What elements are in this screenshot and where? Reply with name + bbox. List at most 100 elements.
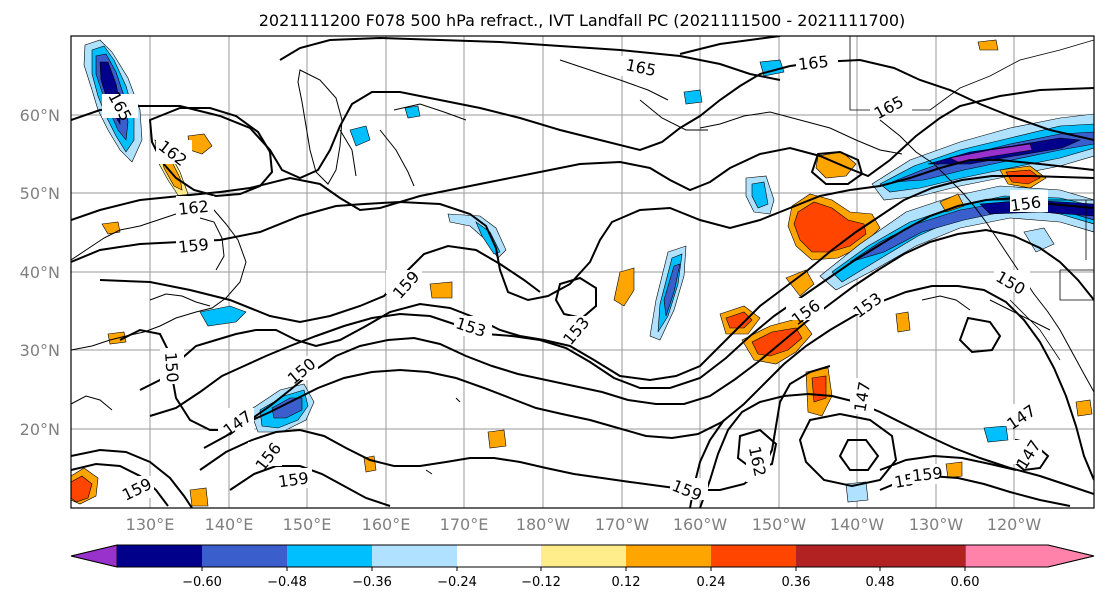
lon-label-180w: 180°W [516,515,571,534]
colorbar-tick-label: 0.60 [951,575,980,590]
contour-150 [798,412,898,488]
contour-165 [71,58,1094,180]
colorbar-ticks [201,567,966,571]
contour-150 [119,228,1094,431]
contour-165 [279,36,781,81]
contour-147 [203,285,1094,481]
colorbar-extend-high [964,544,1095,568]
lon-label-140w: 140°W [830,515,885,534]
coastline [71,205,247,351]
contour-162 [148,107,274,198]
colorbar-bin [457,545,541,567]
coastline [699,111,903,155]
colorbar-bin [372,545,457,567]
colorbar-bin [541,545,626,567]
contour-label: 150 [161,351,182,383]
lon-label-170e: 170°E [440,515,489,534]
colorbar-bin [880,545,965,567]
coastline [639,99,708,131]
colorbar-tick-label: −0.24 [437,575,477,590]
colorbar-bin [626,545,711,567]
lat-label-30n: 30°N [20,341,60,360]
contour-159 [71,159,1094,302]
lon-label-170w: 170°W [595,515,650,534]
contour-162 [71,87,1094,221]
contour-159 [99,244,541,324]
contour-147 [958,316,1002,354]
anomaly-patch [845,481,869,503]
lat-label-40n: 40°N [20,263,60,282]
anomaly-patch [487,429,507,449]
contour-153 [149,196,1094,417]
anomaly-patch [751,181,769,209]
contour-165 [810,150,864,185]
colorbar-tick-label: −0.48 [267,575,307,590]
border [1009,299,1061,361]
colorbar-outline [70,544,1095,568]
colorbar-bin [287,545,372,567]
contour-153 [838,439,880,471]
coastline [921,295,971,311]
contour-label: 159 [177,235,209,257]
coastline [339,129,357,177]
anomaly-patch [613,267,635,307]
lon-label-150w: 150°W [752,515,807,534]
lat-label-50n: 50°N [20,184,60,203]
contour-150 [879,454,1017,471]
anomaly-patch [71,475,93,503]
border [1059,269,1094,301]
colorbar-tick-label: 0.36 [782,575,811,590]
x-axis-labels: 130°E 140°E 150°E 160°E 170°E 180°W 170°… [126,515,1042,534]
anomaly-patch [189,487,209,507]
anomaly-patch [793,201,867,253]
coastline [379,129,415,187]
anomaly-patch [949,143,1033,163]
anomaly-patch [404,105,421,119]
anomaly-patch [101,221,121,235]
coastline [393,103,467,121]
colorbar-tick-label: −0.36 [352,575,392,590]
colorbar-bin [117,545,202,567]
anomaly-patch [1075,399,1093,417]
lon-label-140e: 140°E [205,515,254,534]
contour-156 [139,175,1094,391]
anomaly-patch [977,39,999,51]
coastline [425,397,461,475]
coastline [149,293,211,307]
coastline [297,69,343,185]
anomaly-patch [429,281,453,299]
colorbar-bin [202,545,287,567]
coastline [199,217,225,271]
anomaly-patch [785,269,815,297]
colorbar: −0.60 −0.48 −0.36 −0.24 −0.12 0.12 0.24 … [70,544,1095,590]
anomaly-patch [349,125,371,147]
colorbar-tick-label: 0.12 [612,575,641,590]
anomaly-patch [199,305,247,327]
contour-156 [71,448,193,508]
contour-label: 159 [911,463,943,485]
anomaly-patch [895,311,911,333]
lon-label-160w: 160°W [673,515,728,534]
colorbar-tick-label: −0.60 [182,575,222,590]
lat-label-20n: 20°N [20,420,60,439]
contour-153 [554,276,597,320]
lon-label-120w: 120°W [987,515,1042,534]
contours [71,36,1094,508]
colorbar-extend-low [70,544,118,568]
coastline [71,395,113,411]
lat-label-60n: 60°N [20,106,60,125]
anomaly-patch [983,425,1009,443]
contour-label: 162 [177,197,209,219]
map-title: 2021111200 F078 500 hPa refract., IVT La… [259,11,906,30]
anomaly-patch [811,375,827,403]
coastlines [71,59,1094,475]
anomaly-patch [945,461,963,479]
anomaly-patch [683,89,703,105]
map-plot: 165 165 165 165 162 162 159 159 153 153 [70,35,1095,509]
lon-label-130w: 130°W [909,515,964,534]
lon-label-150e: 150°E [283,515,332,534]
y-axis-labels: 60°N 50°N 40°N 30°N 20°N [20,106,60,439]
map-frame [70,35,1095,509]
coastline [559,59,669,101]
